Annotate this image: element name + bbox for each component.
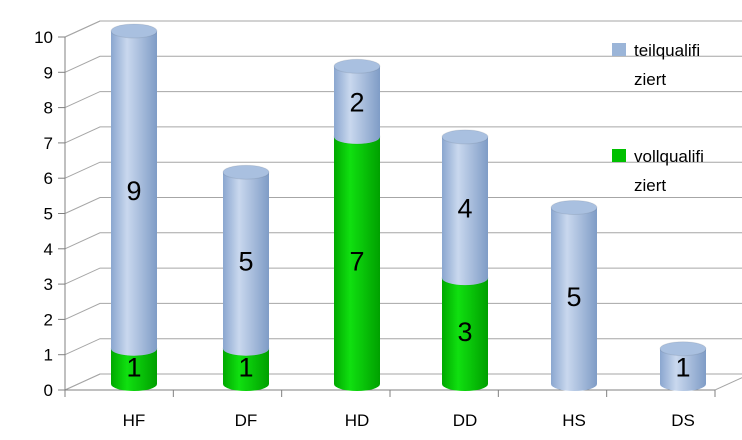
y-tick-label: 8 bbox=[44, 99, 53, 118]
x-tick-label: DS bbox=[671, 411, 695, 430]
data-label: 1 bbox=[238, 352, 253, 382]
y-tick-label: 6 bbox=[44, 169, 53, 188]
data-label: 2 bbox=[349, 88, 364, 118]
gridline bbox=[64, 232, 742, 250]
legend-entry: teilqualifi ziert bbox=[612, 41, 700, 89]
legend: teilqualifi ziert vollqualifi ziert bbox=[612, 41, 704, 195]
gridline bbox=[64, 55, 742, 73]
y-tick-label: 3 bbox=[44, 275, 53, 294]
bar-segment bbox=[333, 58, 381, 144]
gridline bbox=[64, 338, 742, 356]
bar-segment bbox=[659, 341, 707, 391]
gridline bbox=[64, 267, 742, 285]
bars bbox=[110, 23, 707, 391]
bar-segment bbox=[550, 200, 598, 391]
data-label: 4 bbox=[457, 194, 472, 224]
y-tick-label: 2 bbox=[44, 310, 53, 329]
gridline bbox=[64, 126, 742, 144]
data-label: 1 bbox=[675, 352, 690, 382]
back-wall-edge bbox=[64, 20, 742, 38]
data-labels: 1 9 1 5 7 2 3 4 5 1 bbox=[126, 88, 690, 383]
bar-segment bbox=[441, 129, 489, 286]
x-tick-label: HD bbox=[345, 411, 370, 430]
y-tick-label: 4 bbox=[44, 240, 53, 259]
x-tick-label: DF bbox=[235, 411, 258, 430]
data-label: 9 bbox=[126, 176, 141, 206]
y-tick-label: 10 bbox=[34, 28, 53, 47]
y-tick-label: 7 bbox=[44, 134, 53, 153]
y-tick-label: 1 bbox=[44, 346, 53, 365]
x-tick-label: HS bbox=[562, 411, 586, 430]
y-tick-label: 9 bbox=[44, 63, 53, 82]
gridlines bbox=[64, 20, 742, 391]
data-label: 3 bbox=[457, 317, 472, 347]
legend-swatch bbox=[612, 43, 626, 56]
data-label: 5 bbox=[238, 246, 253, 276]
legend-entry: vollqualifi ziert bbox=[612, 147, 704, 195]
y-tick-label: 0 bbox=[44, 381, 53, 400]
gridline bbox=[64, 161, 742, 179]
legend-label: ziert bbox=[634, 176, 666, 195]
x-tick-label: HF bbox=[123, 411, 146, 430]
gridline bbox=[64, 20, 742, 38]
gridline bbox=[64, 91, 742, 109]
data-label: 1 bbox=[126, 352, 141, 382]
bar-segment bbox=[222, 164, 270, 356]
x-tick-label: DD bbox=[453, 411, 478, 430]
gridline bbox=[64, 197, 742, 214]
y-tick-label: 5 bbox=[44, 205, 53, 224]
bar-segment bbox=[110, 23, 158, 356]
gridline bbox=[64, 302, 742, 320]
legend-label: vollqualifi bbox=[634, 147, 704, 166]
legend-swatch bbox=[612, 149, 626, 162]
gridline bbox=[64, 373, 742, 391]
legend-label: ziert bbox=[634, 70, 666, 89]
floor bbox=[64, 373, 742, 391]
data-label: 7 bbox=[349, 246, 364, 276]
axes: 0 1 2 3 4 5 6 7 8 9 10 HF DF HD DD HS DS bbox=[34, 28, 716, 430]
data-label: 5 bbox=[566, 282, 581, 312]
legend-label: teilqualifi bbox=[634, 41, 700, 60]
